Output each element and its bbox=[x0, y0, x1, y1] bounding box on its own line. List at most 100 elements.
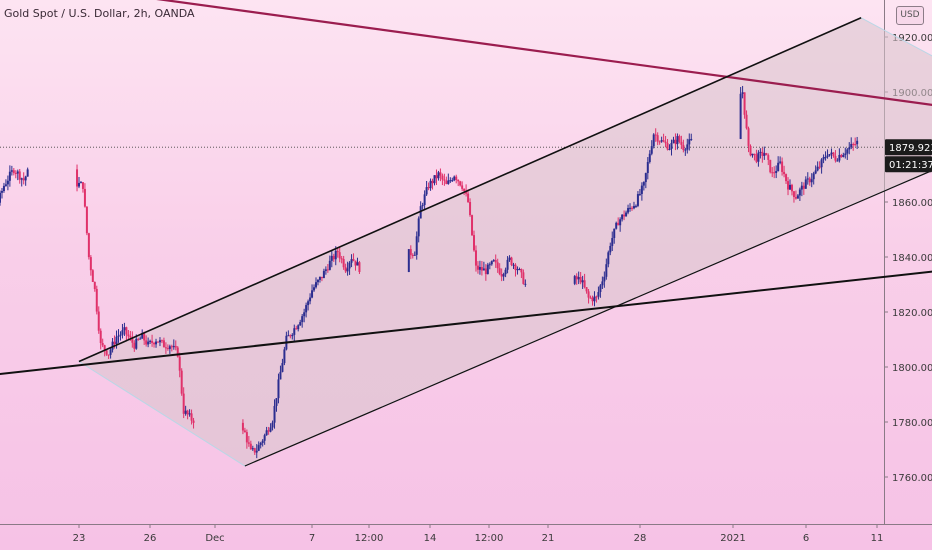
candle-body bbox=[16, 171, 19, 174]
candle-body bbox=[751, 153, 754, 156]
candle-body bbox=[498, 268, 501, 275]
channel-lower-line[interactable] bbox=[244, 120, 932, 467]
symbol-title: Gold Spot / U.S. Dollar, 2h, OANDA bbox=[4, 7, 195, 20]
candle-body bbox=[514, 264, 517, 271]
candle-body bbox=[808, 178, 811, 183]
candle-body bbox=[814, 170, 817, 174]
x-tick-label: 21 bbox=[542, 533, 555, 544]
candle-body bbox=[340, 258, 343, 260]
candle-body bbox=[8, 171, 11, 181]
candle-body bbox=[792, 191, 795, 198]
candle-body bbox=[251, 448, 254, 450]
candle-body bbox=[646, 162, 649, 174]
candle-body bbox=[789, 184, 791, 190]
candle-body bbox=[309, 297, 312, 302]
candle-body bbox=[429, 180, 432, 189]
candle-body bbox=[840, 154, 843, 157]
lower-trendline[interactable] bbox=[0, 238, 932, 384]
candle-body bbox=[356, 262, 359, 266]
candle-body bbox=[303, 312, 306, 317]
candle-body bbox=[192, 420, 195, 423]
candle-body bbox=[109, 349, 112, 355]
candle-body bbox=[99, 330, 102, 344]
candle-body bbox=[794, 197, 797, 199]
currency-button[interactable]: USD bbox=[896, 6, 924, 25]
candle-body bbox=[318, 276, 321, 280]
candle-body bbox=[293, 328, 296, 335]
candle-body bbox=[0, 191, 3, 193]
candle-body bbox=[518, 269, 521, 271]
candle-body bbox=[186, 410, 189, 415]
candle-body bbox=[89, 257, 92, 271]
x-tick-label: 28 bbox=[634, 533, 647, 544]
candle-body bbox=[790, 184, 793, 192]
x-tick-label: 7 bbox=[309, 533, 315, 544]
candle-body bbox=[12, 170, 15, 173]
candle-body bbox=[510, 257, 513, 265]
candle-body bbox=[352, 259, 355, 261]
candle-body bbox=[486, 264, 489, 275]
candle-body bbox=[241, 422, 244, 431]
candle-body bbox=[307, 301, 310, 306]
candle-body bbox=[354, 260, 357, 266]
candle-body bbox=[2, 185, 5, 192]
candle-body bbox=[490, 261, 493, 265]
candle-body bbox=[265, 430, 268, 436]
candle-body bbox=[682, 144, 685, 150]
candle-body bbox=[656, 135, 659, 142]
candle-body bbox=[652, 134, 655, 147]
candle-body bbox=[155, 341, 158, 345]
candle-body bbox=[441, 175, 444, 180]
x-tick-label: 26 bbox=[144, 533, 157, 544]
candle-body bbox=[435, 175, 438, 179]
candle-body bbox=[773, 172, 776, 174]
candle-body bbox=[474, 250, 477, 266]
candle-body bbox=[619, 219, 622, 226]
resistance-line[interactable] bbox=[0, 0, 932, 147]
candle-body bbox=[658, 141, 661, 143]
candle-body bbox=[287, 335, 290, 337]
candle-body bbox=[783, 171, 786, 175]
candle-body bbox=[301, 316, 304, 323]
candle-body bbox=[78, 182, 80, 187]
candle-body bbox=[344, 267, 347, 272]
candle-body bbox=[326, 269, 329, 271]
candle-body bbox=[850, 143, 853, 148]
candle-body bbox=[153, 342, 156, 345]
candle-body bbox=[103, 345, 106, 351]
candle-body bbox=[856, 140, 859, 145]
candle-body bbox=[672, 139, 675, 143]
channel-upper-line[interactable] bbox=[78, 17, 862, 363]
x-tick-label: Dec bbox=[205, 533, 224, 544]
x-tick-label: 12:00 bbox=[355, 533, 384, 544]
candle-body bbox=[22, 178, 25, 181]
candle-body bbox=[95, 288, 98, 312]
candle-body bbox=[249, 443, 252, 450]
candle-body bbox=[273, 405, 276, 423]
candle-body bbox=[747, 128, 750, 146]
candle-body bbox=[431, 180, 434, 184]
candle-body bbox=[844, 153, 847, 155]
candle-body bbox=[638, 193, 641, 195]
y-tick-label: 1860.000 bbox=[892, 198, 932, 209]
candle-body bbox=[802, 185, 805, 189]
candle-body bbox=[629, 207, 632, 209]
candle-body bbox=[828, 154, 831, 156]
candle-body bbox=[182, 393, 185, 414]
candle-body bbox=[852, 143, 855, 145]
candle-body bbox=[83, 188, 86, 207]
candle-body bbox=[611, 237, 614, 246]
y-tick-label: 1840.000 bbox=[892, 253, 932, 264]
candle-body bbox=[459, 181, 462, 186]
x-tick-label: 14 bbox=[424, 533, 437, 544]
candle-body bbox=[316, 279, 319, 283]
candle-body bbox=[810, 179, 813, 183]
candle-body bbox=[143, 332, 146, 341]
candle-body bbox=[348, 262, 351, 269]
candle-body bbox=[761, 151, 764, 156]
candle-body bbox=[836, 160, 839, 162]
candle-body bbox=[688, 139, 691, 145]
x-tick-label: 6 bbox=[803, 533, 809, 544]
